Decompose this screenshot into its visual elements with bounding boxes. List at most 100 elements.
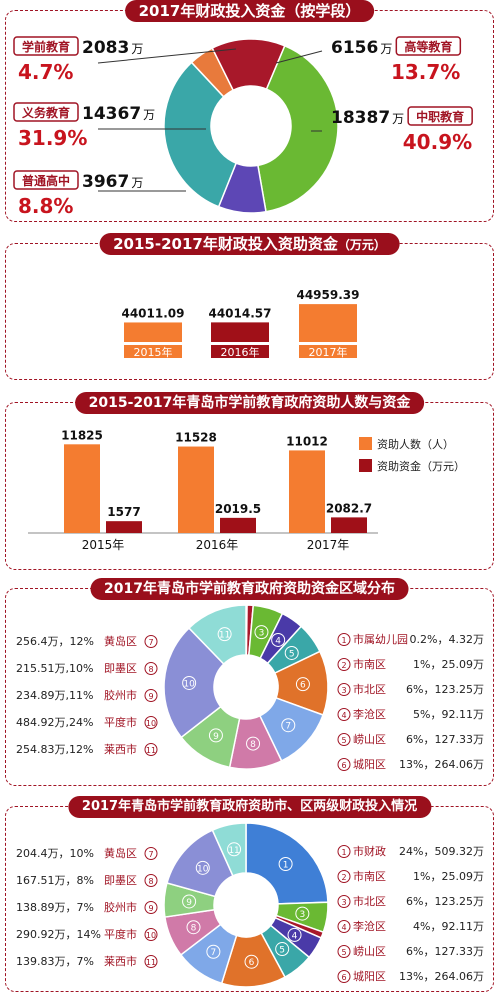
number-label: 3 bbox=[341, 898, 346, 907]
number-label: 9 bbox=[148, 692, 153, 701]
region-name: 市北区 bbox=[353, 894, 386, 908]
bar-chart: 44011.09 2015年 44014.57 2016年 44959.39 2017年 bbox=[121, 288, 359, 359]
bar bbox=[299, 304, 357, 342]
number-label: 3 bbox=[341, 686, 346, 695]
panel-regional-distribution: 2017年青岛市学前教育政府资助资金区域分布 3 4 5 6 7 8 9 10 11 256.4万… bbox=[5, 578, 494, 786]
bar-value-label: 1577 bbox=[107, 505, 140, 519]
number-label: 4 bbox=[341, 711, 346, 720]
slice-number: 9 bbox=[213, 732, 219, 742]
region-value: 139.83万，7% bbox=[16, 955, 94, 968]
region-name: 城阳区 bbox=[353, 758, 386, 771]
region-value: 234.89万,11% bbox=[16, 689, 93, 702]
category-tab bbox=[299, 345, 357, 358]
region-name: 胶州市 bbox=[104, 900, 137, 914]
number-circle bbox=[337, 733, 351, 746]
number-label: 6 bbox=[341, 761, 346, 770]
bar-chart: 11825 1577 2015年 11528 2019.5 2016年 11012 2082.… bbox=[28, 428, 465, 552]
slice-number: 7 bbox=[285, 722, 291, 732]
bar bbox=[106, 521, 142, 533]
legend-swatch bbox=[359, 459, 372, 472]
panel-title: 2017年青岛市学前教育政府资助市、区两级财政投入情况 bbox=[67, 796, 432, 818]
slice-number-circle bbox=[182, 894, 197, 909]
bar bbox=[124, 322, 182, 342]
value-unit: 万 bbox=[392, 112, 404, 126]
slice-number: 7 bbox=[211, 948, 217, 958]
slice-number-circle bbox=[295, 906, 310, 921]
name-box bbox=[407, 106, 473, 126]
region-value: 6%，127.33万 bbox=[406, 733, 484, 746]
region-value: 13%，264.06万 bbox=[399, 970, 484, 983]
label-vocational: 18387 万中职教育 40.9% bbox=[331, 106, 473, 154]
region-value: 1%，25.09万 bbox=[413, 658, 484, 671]
region-name: 市财政 bbox=[353, 844, 386, 858]
bar bbox=[64, 444, 100, 533]
label-preschool: 学前教育 2083 万 4.7% bbox=[13, 36, 143, 84]
slice-number-circle bbox=[206, 944, 221, 959]
number-circle bbox=[144, 874, 158, 887]
number-label: 10 bbox=[146, 719, 156, 728]
region-value: 13%，264.06万 bbox=[399, 758, 484, 771]
number-circle bbox=[337, 945, 351, 958]
slice-number: 11 bbox=[228, 846, 239, 856]
region-name: 黄岛区 bbox=[104, 846, 137, 860]
region-value: 0.2%，4.32万 bbox=[410, 633, 484, 646]
number-label: 7 bbox=[148, 638, 153, 647]
category-value: 6156 bbox=[331, 38, 378, 58]
pie-slice bbox=[245, 822, 329, 905]
slice-number-circle bbox=[217, 627, 232, 642]
region-name: 崂山区 bbox=[353, 733, 386, 746]
category-value: 14367 bbox=[82, 104, 141, 124]
number-label: 9 bbox=[148, 904, 153, 913]
panel-funding-by-stage: 2017年财政投入资金（按学段） 学前教育 2083 万 4.7% 义务教育 14367 万… bbox=[5, 0, 494, 222]
number-circle bbox=[337, 895, 351, 908]
region-value: 5%，92.11万 bbox=[413, 708, 484, 721]
slice-number-circle bbox=[186, 920, 201, 935]
number-label: 11 bbox=[146, 746, 156, 755]
category-percent: 4.7% bbox=[18, 60, 73, 84]
category-name: 学前教育 bbox=[22, 39, 70, 54]
region-name: 莱西市 bbox=[104, 954, 137, 968]
slice-number-circle bbox=[278, 857, 293, 872]
category-tab bbox=[124, 345, 182, 358]
category-name: 义务教育 bbox=[21, 105, 70, 120]
number-circle bbox=[144, 928, 158, 941]
region-value: 1%，25.09万 bbox=[413, 870, 484, 883]
slice-number: 5 bbox=[279, 946, 285, 956]
region-value: 138.89万，7% bbox=[16, 901, 94, 914]
number-circle bbox=[144, 662, 158, 675]
region-value: 254.83万,12% bbox=[16, 743, 93, 756]
bar bbox=[220, 517, 256, 533]
number-circle bbox=[144, 743, 158, 756]
category-label: 2015年 bbox=[82, 538, 125, 552]
region-name: 李沧区 bbox=[353, 707, 386, 721]
slice-number-circle bbox=[254, 625, 269, 640]
number-circle bbox=[337, 683, 351, 696]
number-label: 6 bbox=[341, 973, 346, 982]
region-name: 黄岛区 bbox=[104, 634, 137, 648]
slice-number: 11 bbox=[219, 631, 230, 641]
number-circle bbox=[144, 716, 158, 729]
label-higher: 6156 万高等教育 13.7% bbox=[331, 36, 462, 84]
region-value: 4%，92.11万 bbox=[413, 920, 484, 933]
slice-number: 4 bbox=[292, 931, 298, 941]
region-name: 莱西市 bbox=[104, 742, 137, 756]
number-label: 7 bbox=[148, 850, 153, 859]
bar-value-label: 44014.57 bbox=[208, 306, 271, 320]
region-value: 215.51万,10% bbox=[16, 662, 93, 675]
panel-city-district-investment: 2017年青岛市学前教育政府资助市、区两级财政投入情况 1 3 4 5 6 7 8 9 10 11… bbox=[5, 796, 494, 992]
region-value: 6%，123.25万 bbox=[406, 683, 484, 696]
region-name: 即墨区 bbox=[104, 662, 137, 675]
legend-label: 资助人数（人） bbox=[377, 437, 454, 451]
slice-number: 5 bbox=[289, 649, 295, 659]
category-percent: 8.8% bbox=[18, 194, 73, 218]
region-value: 290.92万，14% bbox=[16, 928, 101, 941]
number-label: 8 bbox=[148, 665, 153, 674]
slice-number-circle bbox=[246, 736, 261, 751]
name-box bbox=[13, 170, 79, 190]
title-text: 2015-2017年财政投入资助资金 bbox=[113, 235, 338, 253]
number-label: 2 bbox=[341, 661, 346, 670]
pie-slice bbox=[163, 627, 225, 739]
slice-number-circle bbox=[295, 677, 310, 692]
category-label: 2017年 bbox=[309, 345, 348, 359]
number-circle bbox=[337, 758, 351, 771]
